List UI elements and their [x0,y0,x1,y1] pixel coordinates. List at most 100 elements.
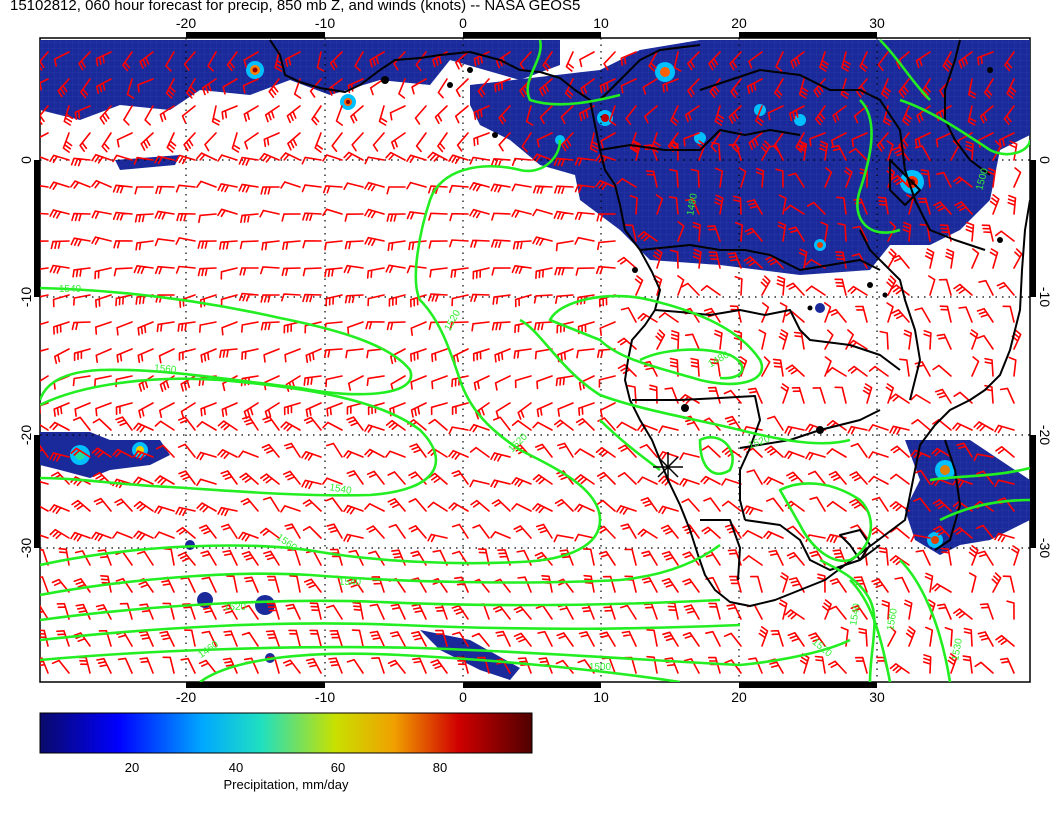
wind-barb [879,330,889,350]
wind-barb [710,358,721,377]
wind-barb [840,626,849,647]
wind-barb [415,132,427,153]
wind-barb [952,422,973,431]
wind-barb [134,213,154,223]
wind-barb [598,550,616,566]
wind-barb [958,306,973,323]
wind-barb [576,348,595,359]
wind-barb [302,240,322,249]
wind-barb [196,451,217,461]
wind-barb [953,176,973,188]
wind-barb [364,503,385,512]
wind-barb [534,443,553,458]
wind-barb [634,275,644,296]
wind-barb [428,212,448,221]
wind-barb [456,132,469,152]
wind-barb [238,156,259,166]
wind-barb [305,658,322,674]
wind-barb [824,356,832,377]
wind-barb [386,213,406,222]
wind-barb [556,632,574,647]
wind-barb [428,472,448,485]
wind-barb [836,196,847,215]
wind-barb [742,555,763,566]
wind-barb [324,267,343,278]
lon-tick: -20 [176,15,196,31]
wind-barb [454,576,469,593]
wind-barb [491,499,511,512]
wind-barb [40,51,49,71]
wind-barb [574,503,595,513]
wind-barb [309,629,322,647]
wind-barb [181,105,196,124]
wind-barb [74,550,91,566]
wind-barb [324,240,343,251]
wind-barb [642,360,658,377]
map-title: 15102812, 060 hour forecast for precip, … [10,0,581,14]
wind-barb [582,548,595,566]
wind-barb [1002,305,1015,323]
wind-barb [511,183,532,192]
lakes-islands [381,67,1003,434]
wind-barb [620,604,637,620]
wind-barb [642,78,658,95]
wind-barb [72,267,91,278]
wind-barb [974,661,994,674]
wind-barb [945,248,955,269]
wind-barb [391,549,406,566]
wind-barb [428,418,448,431]
wind-barb [406,181,427,190]
wind-barb [323,185,343,194]
wind-barb [351,132,364,152]
wind-barb [780,383,790,404]
wind-barb [388,294,406,307]
wind-barb [494,348,511,363]
wind-barb [1011,545,1020,566]
wind-barb [91,531,112,542]
wind-barb [724,659,742,674]
wind-barb [831,144,847,161]
wind-barb [451,402,469,415]
wind-barb [325,294,343,307]
wind-barb [280,152,301,161]
wind-barb [97,549,112,566]
wind-barb [159,630,175,647]
wind-barb [679,452,700,460]
wind-barb [575,418,595,431]
wind-barb [637,528,658,539]
wind-barb [180,657,196,674]
wind-barb [631,140,641,161]
wind-barb [493,605,511,620]
wind-barb [335,105,343,126]
wind-barb [701,445,721,458]
wind-barb [261,240,280,251]
wind-barb [956,442,973,458]
wind-barb [533,321,553,331]
wind-barb [495,630,511,647]
wind-barb [95,294,112,308]
wind-barb [262,416,280,431]
wind-barb [388,524,406,539]
wind-barb [196,152,217,161]
wind-barb [519,78,532,98]
wind-barb [40,294,49,298]
wind-barb [71,321,91,331]
wind-barb [798,78,809,99]
wind-barb [580,78,595,96]
wind-barb [715,167,724,188]
wind-barb [994,532,1015,543]
wind-barb [1002,575,1015,593]
wind-barb [589,132,600,153]
wind-barb [95,51,112,67]
wind-barb [889,555,910,566]
wind-barb [532,208,553,217]
wind-barb [409,443,427,458]
wind-barb [822,599,832,620]
wind-barb [793,331,805,350]
wind-barb [922,654,932,674]
wind-barb [263,550,280,566]
wind-barb [72,416,91,431]
wind-barb [928,275,936,296]
wind-barb [889,473,910,485]
lon-ticks-top: -20 -10 0 10 20 30 [176,15,885,31]
